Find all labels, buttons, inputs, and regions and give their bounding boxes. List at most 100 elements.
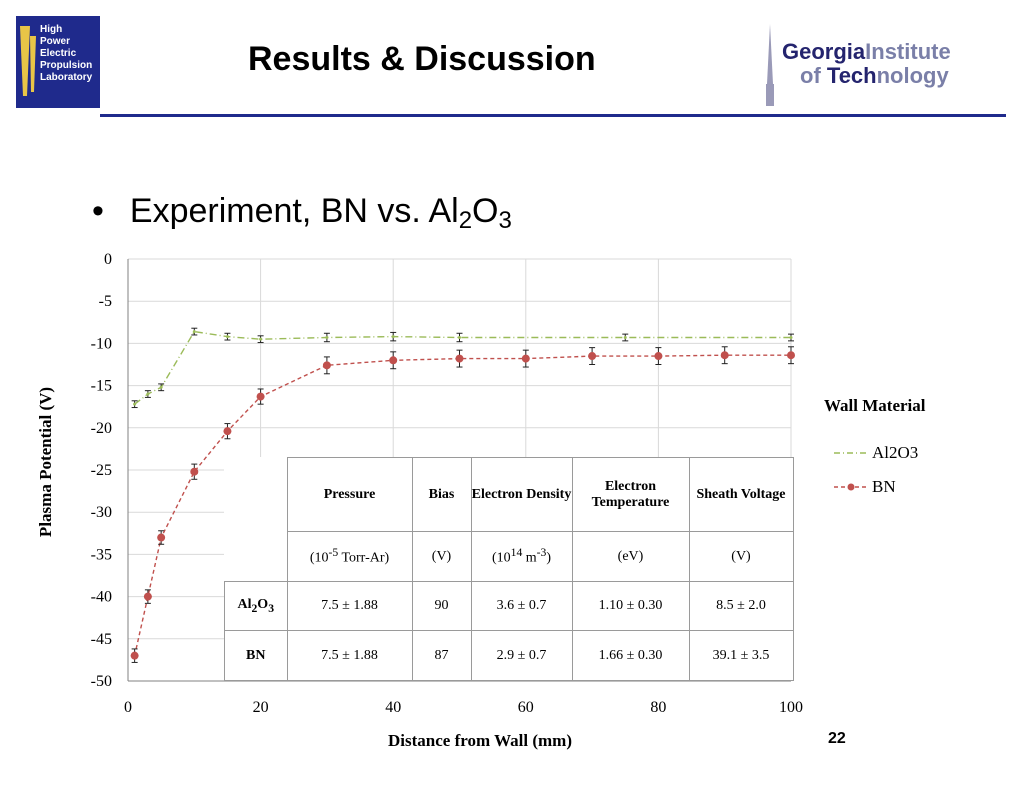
- table-cell: 1.10 ± 0.30: [571, 581, 690, 631]
- gt-logo-tech: Tech: [826, 63, 877, 88]
- gt-logo-nology: nology: [876, 63, 949, 88]
- y-tick-label: -20: [91, 420, 112, 437]
- table-cell: 7.5 ± 1.88: [286, 581, 413, 631]
- data-point-al2o3: [623, 335, 627, 339]
- table-row: Al2O3 7.5 ± 1.88 90 3.6 ± 0.7 1.10 ± 0.3…: [224, 581, 794, 631]
- table-header-sheath: Sheath Voltage: [688, 457, 794, 532]
- series-line-bn: [133, 354, 791, 656]
- table-corner: [225, 458, 288, 532]
- lab-logo-text: High Power Electric Propulsion Laboratory: [40, 24, 92, 84]
- x-tick-label: 20: [253, 699, 269, 716]
- table-cell: 3.6 ± 0.7: [470, 581, 573, 631]
- data-point-al2o3: [391, 335, 395, 339]
- gt-logo-institute: Institute: [865, 39, 951, 64]
- gt-logo-of: of: [800, 63, 827, 88]
- bullet-sub-3: 3: [498, 207, 512, 234]
- x-tick-label: 100: [779, 699, 803, 716]
- table-cell: 39.1 ± 3.5: [688, 630, 794, 681]
- lab-logo-line: Propulsion: [40, 60, 93, 71]
- parameter-table: Pressure Bias Electron Density Electron …: [224, 457, 794, 681]
- table-unit-temperature: (eV): [571, 531, 690, 582]
- data-point-al2o3: [133, 402, 137, 406]
- y-tick-label: -30: [91, 504, 112, 521]
- table-header-bias: Bias: [411, 457, 472, 532]
- table-cell: 7.5 ± 1.88: [286, 630, 413, 681]
- data-point-al2o3: [325, 335, 329, 339]
- data-point-al2o3: [259, 337, 263, 341]
- table-header-temperature: Electron Temperature: [571, 457, 690, 532]
- hpepl-emblem-icon: [20, 26, 36, 96]
- data-point-bn: [720, 351, 729, 360]
- x-axis-label: Distance from Wall (mm): [388, 731, 572, 750]
- table-header-density: Electron Density: [470, 457, 573, 532]
- table-unit-bias: (V): [411, 531, 472, 582]
- table-cell: 87: [411, 630, 472, 681]
- table-cell: 8.5 ± 2.0: [688, 581, 794, 631]
- table-header-pressure: Pressure: [286, 457, 413, 532]
- y-tick-label: -10: [91, 335, 112, 352]
- y-tick-label: -5: [99, 293, 112, 310]
- table-cell: 90: [411, 581, 472, 631]
- page-title: Results & Discussion: [248, 40, 596, 78]
- y-tick-label: -45: [91, 631, 112, 648]
- x-tick-label: 80: [650, 699, 666, 716]
- lab-logo-line: Laboratory: [40, 72, 93, 83]
- page-number: 22: [828, 730, 846, 747]
- y-axis-label: Plasma Potential (V): [36, 386, 55, 538]
- data-point-bn: [455, 354, 464, 363]
- x-tick-label: 40: [385, 699, 401, 716]
- bullet-dot-icon: •: [92, 192, 104, 230]
- table-row: BN 7.5 ± 1.88 87 2.9 ± 0.7 1.66 ± 0.30 3…: [224, 630, 794, 681]
- data-point-bn: [322, 361, 331, 370]
- x-tick-label: 60: [518, 699, 534, 716]
- legend-swatches: [834, 452, 868, 491]
- table-unit-sheath: (V): [688, 531, 794, 582]
- georgia-tech-logo: GeorgiaInstitute of Technology: [760, 24, 1010, 110]
- data-point-bn: [521, 354, 530, 363]
- y-tick-label: -40: [91, 589, 112, 606]
- data-point-al2o3: [458, 335, 461, 339]
- data-point-bn: [588, 352, 597, 361]
- x-tick-label: 0: [124, 699, 132, 716]
- data-point-bn: [389, 356, 398, 365]
- data-point-bn: [256, 392, 265, 401]
- data-point-bn: [157, 533, 166, 542]
- lab-logo-line: Electric: [40, 48, 77, 59]
- y-tick-label: 0: [104, 251, 112, 268]
- legend-al2o3: Al2O3: [872, 443, 919, 462]
- data-point-al2o3: [789, 335, 793, 339]
- table-unit-density: (1014 m-3): [470, 531, 573, 582]
- table-unit-pressure: (10-5 Torr-Ar): [286, 531, 413, 582]
- hpepl-logo: High Power Electric Propulsion Laboratory: [16, 16, 100, 108]
- data-point-al2o3: [225, 335, 229, 339]
- y-tick-label: -35: [91, 546, 112, 563]
- y-tick-label: -15: [91, 378, 112, 395]
- legend-bn-marker: [847, 483, 855, 491]
- data-point-al2o3: [192, 330, 196, 334]
- y-tick-label: -25: [91, 462, 112, 479]
- data-point-bn: [654, 352, 663, 361]
- data-point-al2o3: [159, 385, 163, 389]
- table-cell: 1.66 ± 0.30: [571, 630, 690, 681]
- header-rule: [100, 114, 1006, 117]
- bullet-sub-2: 2: [458, 207, 473, 234]
- lab-logo-line: Power: [40, 36, 71, 47]
- y-tick-label: -50: [91, 673, 112, 690]
- table-units-corner: [225, 532, 288, 582]
- bullet-point: • Experiment, BN vs. Al2O3: [92, 192, 512, 235]
- legend-title: Wall Material: [824, 396, 926, 415]
- series-line-al2o3: [134, 330, 791, 405]
- data-point-bn: [223, 427, 232, 436]
- gt-logo-text: GeorgiaInstitute of Technology: [782, 40, 951, 88]
- gt-logo-georgia: Georgia: [782, 39, 866, 64]
- data-point-bn: [143, 592, 152, 601]
- table-cell: 2.9 ± 0.7: [470, 630, 573, 681]
- bullet-text: Experiment, BN vs. Al: [129, 192, 459, 230]
- table-row-label-al2o3: Al2O3: [224, 581, 288, 631]
- data-point-bn: [130, 651, 139, 660]
- bullet-text-o: O: [472, 192, 499, 230]
- data-point-bn: [190, 467, 199, 476]
- legend-bn: BN: [872, 477, 896, 496]
- table-row-label-bn: BN: [224, 630, 288, 681]
- data-point-al2o3: [146, 392, 150, 396]
